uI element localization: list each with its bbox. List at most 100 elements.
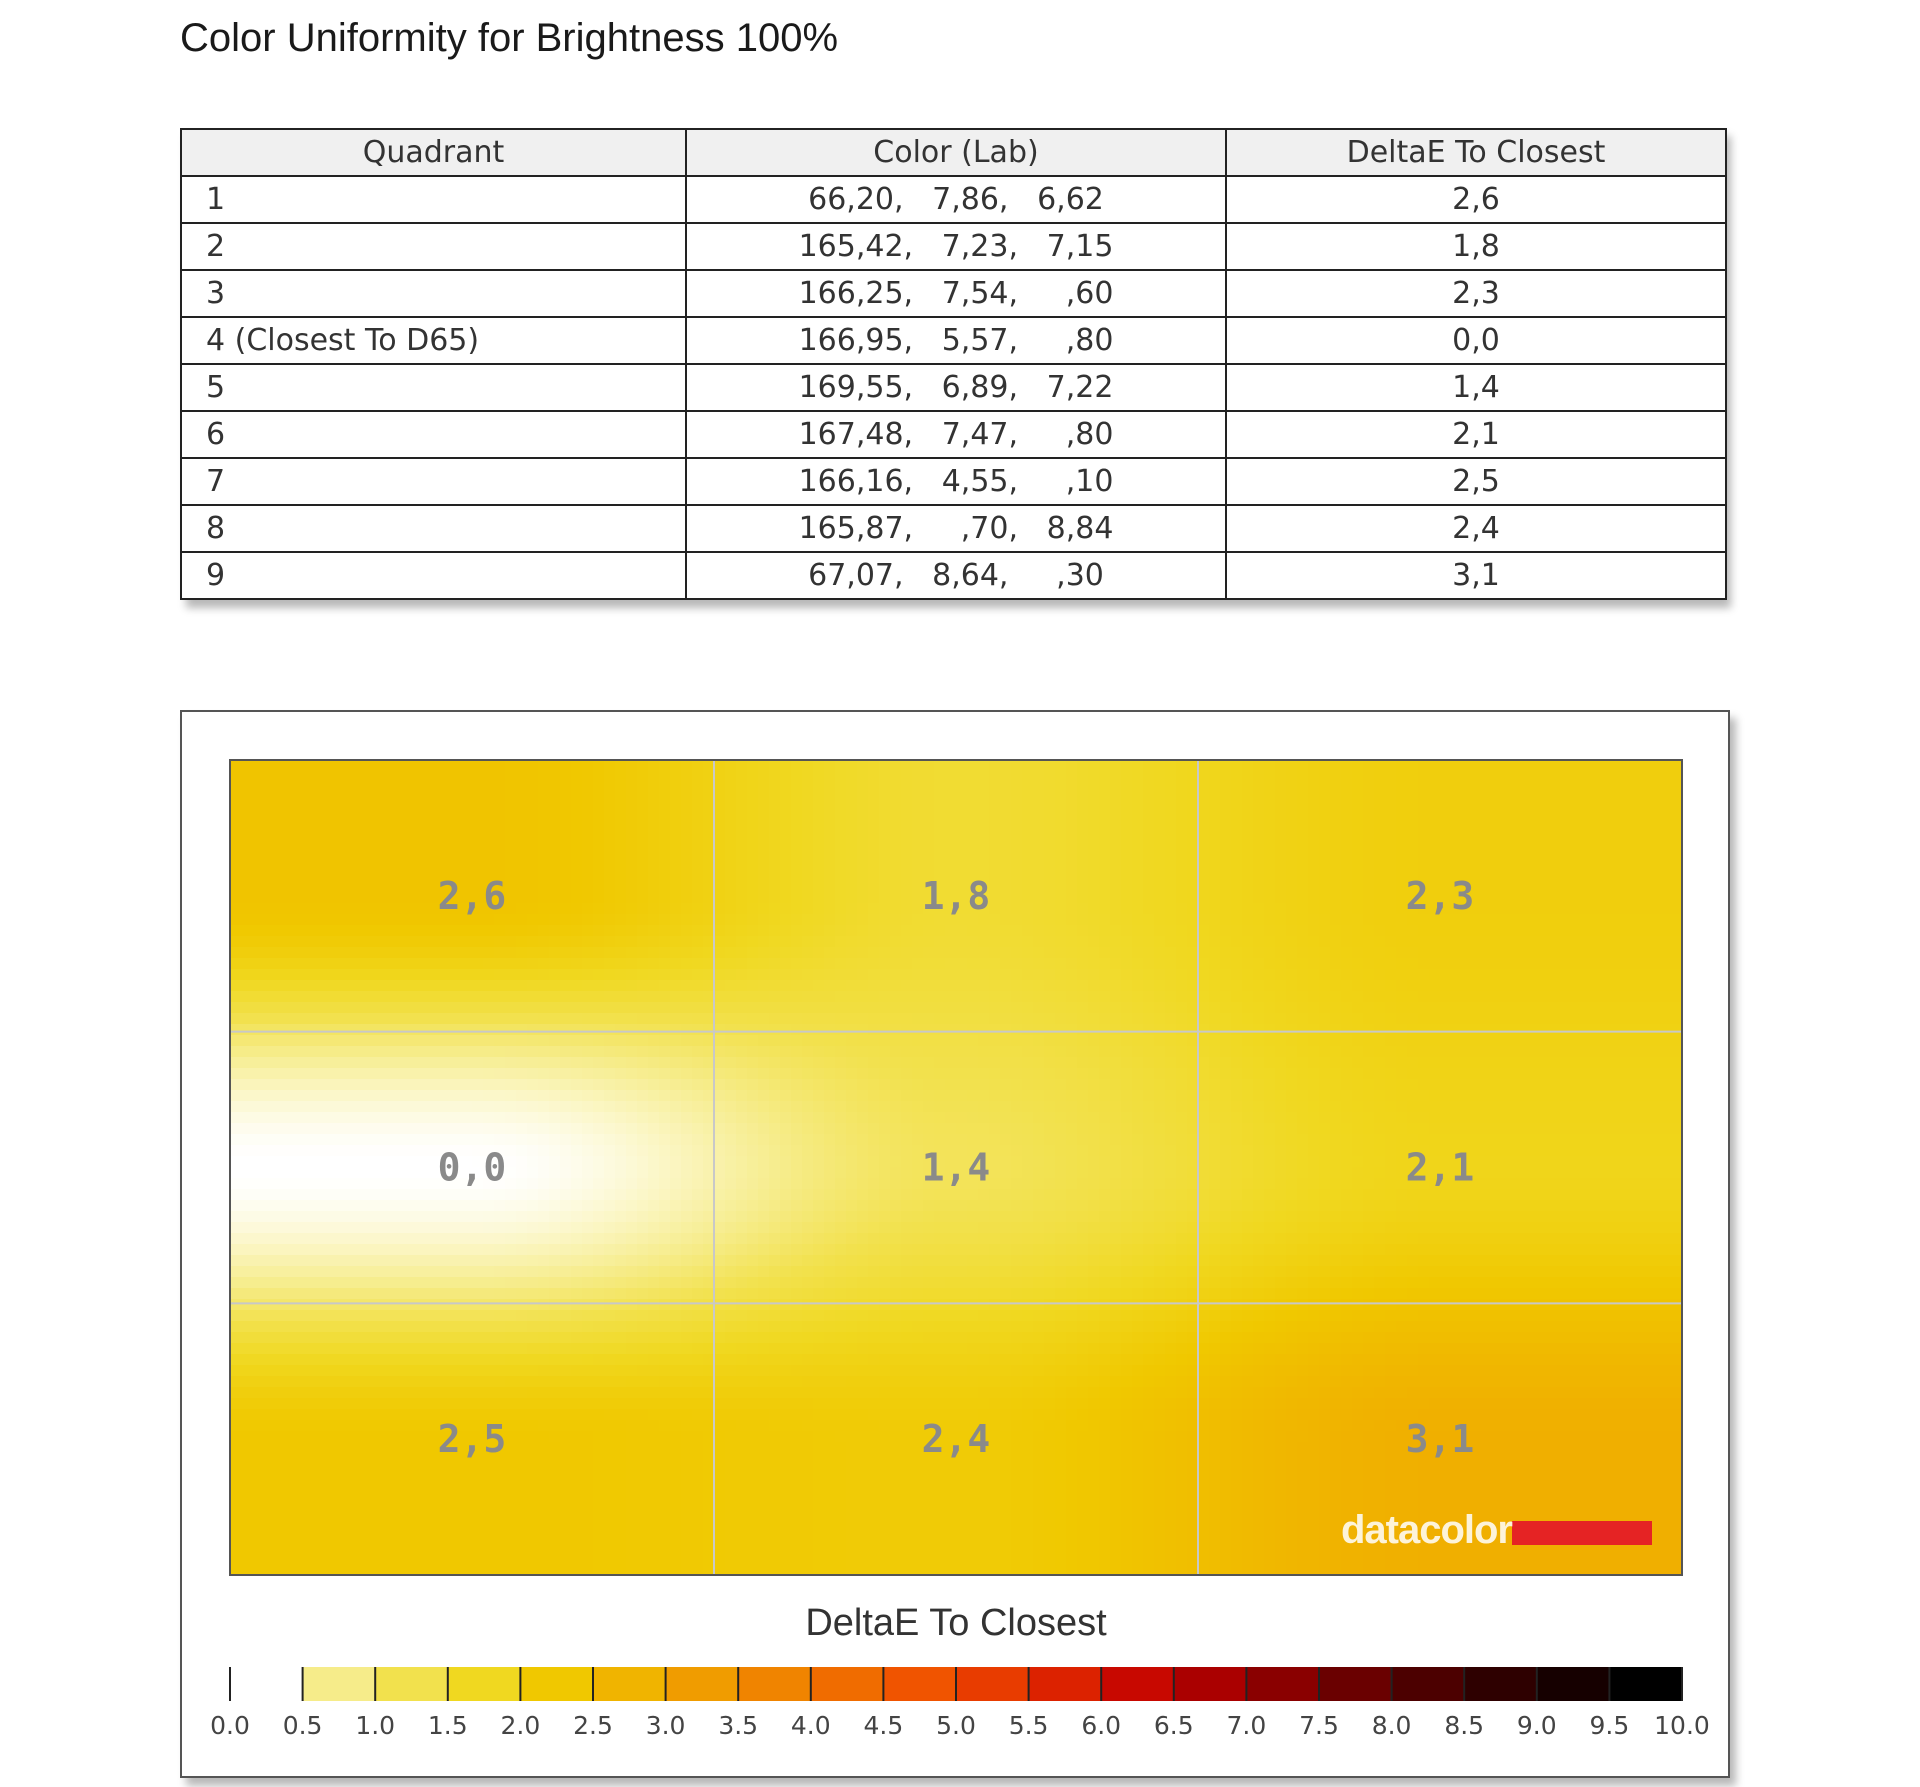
heatmap-tile bbox=[626, 870, 638, 882]
heatmap-tile bbox=[1220, 1156, 1232, 1168]
heatmap-tile bbox=[527, 1156, 539, 1168]
heatmap-tile bbox=[692, 837, 704, 849]
heatmap-tile bbox=[604, 826, 616, 838]
heatmap-tile bbox=[1187, 991, 1199, 1003]
heatmap-tile bbox=[351, 804, 363, 816]
heatmap-tile bbox=[1308, 1112, 1320, 1124]
heatmap-tile bbox=[527, 991, 539, 1003]
heatmap-tile bbox=[890, 793, 902, 805]
heatmap-tile bbox=[1033, 1134, 1045, 1146]
heatmap-tile bbox=[824, 1057, 836, 1069]
heatmap-tile bbox=[1286, 892, 1298, 904]
heatmap-tile bbox=[1539, 1002, 1551, 1014]
heatmap-tile bbox=[1033, 958, 1045, 970]
heatmap-tile bbox=[1066, 1090, 1078, 1102]
heatmap-tile bbox=[1495, 925, 1507, 937]
heatmap-tile bbox=[1517, 969, 1529, 981]
heatmap-tile bbox=[1638, 848, 1650, 860]
heatmap-tile bbox=[1396, 881, 1408, 893]
heatmap-tile bbox=[1506, 815, 1518, 827]
heatmap-tile bbox=[1363, 760, 1375, 772]
heatmap-tile bbox=[967, 1101, 979, 1113]
heatmap-tile bbox=[417, 1057, 429, 1069]
heatmap-tile bbox=[263, 848, 275, 860]
heatmap-tile bbox=[1044, 1013, 1056, 1025]
heatmap-tile bbox=[1154, 881, 1166, 893]
heatmap-tile bbox=[285, 1068, 297, 1080]
heatmap-tile bbox=[1099, 980, 1111, 992]
heatmap-tile bbox=[549, 793, 561, 805]
heatmap-tile bbox=[1297, 1046, 1309, 1058]
heatmap-tile bbox=[692, 903, 704, 915]
heatmap-tile bbox=[527, 782, 539, 794]
heatmap-tile bbox=[450, 1057, 462, 1069]
heatmap-tile bbox=[1473, 881, 1485, 893]
heatmap-tile bbox=[989, 782, 1001, 794]
heatmap-tile bbox=[890, 1145, 902, 1157]
heatmap-tile bbox=[1011, 815, 1023, 827]
heatmap-tile bbox=[1187, 870, 1199, 882]
heatmap-tile bbox=[1627, 1112, 1639, 1124]
heatmap-tile bbox=[725, 991, 737, 1003]
heatmap-tile bbox=[549, 837, 561, 849]
heatmap-tile bbox=[1121, 969, 1133, 981]
heatmap-tile bbox=[725, 903, 737, 915]
heatmap-tile bbox=[241, 1156, 253, 1168]
heatmap-tile bbox=[945, 914, 957, 926]
heatmap-tile bbox=[681, 1101, 693, 1113]
heatmap-tile bbox=[373, 859, 385, 871]
heatmap-tile bbox=[241, 782, 253, 794]
heatmap-tile bbox=[758, 815, 770, 827]
heatmap-tile bbox=[714, 1057, 726, 1069]
heatmap-tile bbox=[560, 958, 572, 970]
heatmap-tile bbox=[1088, 936, 1100, 948]
heatmap-tile bbox=[780, 1057, 792, 1069]
heatmap-tile bbox=[1132, 969, 1144, 981]
heatmap-tile bbox=[736, 1002, 748, 1014]
heatmap-tile bbox=[1077, 1079, 1089, 1091]
heatmap-tile bbox=[373, 815, 385, 827]
heatmap-tile bbox=[1000, 1145, 1012, 1157]
heatmap-tile bbox=[1506, 1101, 1518, 1113]
heatmap-tile bbox=[1396, 1024, 1408, 1036]
heatmap-tile bbox=[527, 1013, 539, 1025]
heatmap-tile bbox=[758, 1145, 770, 1157]
heatmap-tile bbox=[285, 793, 297, 805]
heatmap-tile bbox=[901, 1167, 913, 1179]
heatmap-tile bbox=[1594, 1134, 1606, 1146]
heatmap-tile bbox=[1671, 1112, 1683, 1124]
heatmap-tile bbox=[1055, 1035, 1067, 1047]
heatmap-tile bbox=[1220, 1057, 1232, 1069]
heatmap-tile bbox=[934, 1112, 946, 1124]
heatmap-tile bbox=[285, 936, 297, 948]
heatmap-tile bbox=[472, 793, 484, 805]
heatmap-tile bbox=[1671, 1068, 1683, 1080]
heatmap-tile bbox=[1495, 1035, 1507, 1047]
heatmap-tile bbox=[824, 980, 836, 992]
heatmap-tile bbox=[637, 991, 649, 1003]
heatmap-tile bbox=[505, 1046, 517, 1058]
heatmap-tile bbox=[912, 1057, 924, 1069]
heatmap-tile bbox=[1033, 991, 1045, 1003]
heatmap-tile bbox=[406, 760, 418, 772]
heatmap-tile bbox=[637, 1156, 649, 1168]
heatmap-tile bbox=[593, 859, 605, 871]
heatmap-tile bbox=[890, 1035, 902, 1047]
heatmap-tile bbox=[1022, 958, 1034, 970]
heatmap-tile bbox=[736, 859, 748, 871]
heatmap-tile bbox=[1308, 1035, 1320, 1047]
heatmap-tile bbox=[1187, 1024, 1199, 1036]
heatmap-tile bbox=[670, 1035, 682, 1047]
heatmap-tile bbox=[1143, 1101, 1155, 1113]
heatmap-tile bbox=[1374, 1013, 1386, 1025]
heatmap-tile bbox=[1627, 760, 1639, 772]
heatmap-tile bbox=[1484, 1046, 1496, 1058]
heatmap-tile bbox=[1242, 804, 1254, 816]
heatmap-tile bbox=[1011, 782, 1023, 794]
color-lab-cell: 166,25, 7,54, ,60 bbox=[685, 269, 1227, 318]
heatmap-tile bbox=[1429, 1068, 1441, 1080]
heatmap-tile bbox=[1143, 892, 1155, 904]
heatmap-tile bbox=[1627, 837, 1639, 849]
heatmap-tile bbox=[1407, 958, 1419, 970]
heatmap-tile bbox=[1099, 1013, 1111, 1025]
